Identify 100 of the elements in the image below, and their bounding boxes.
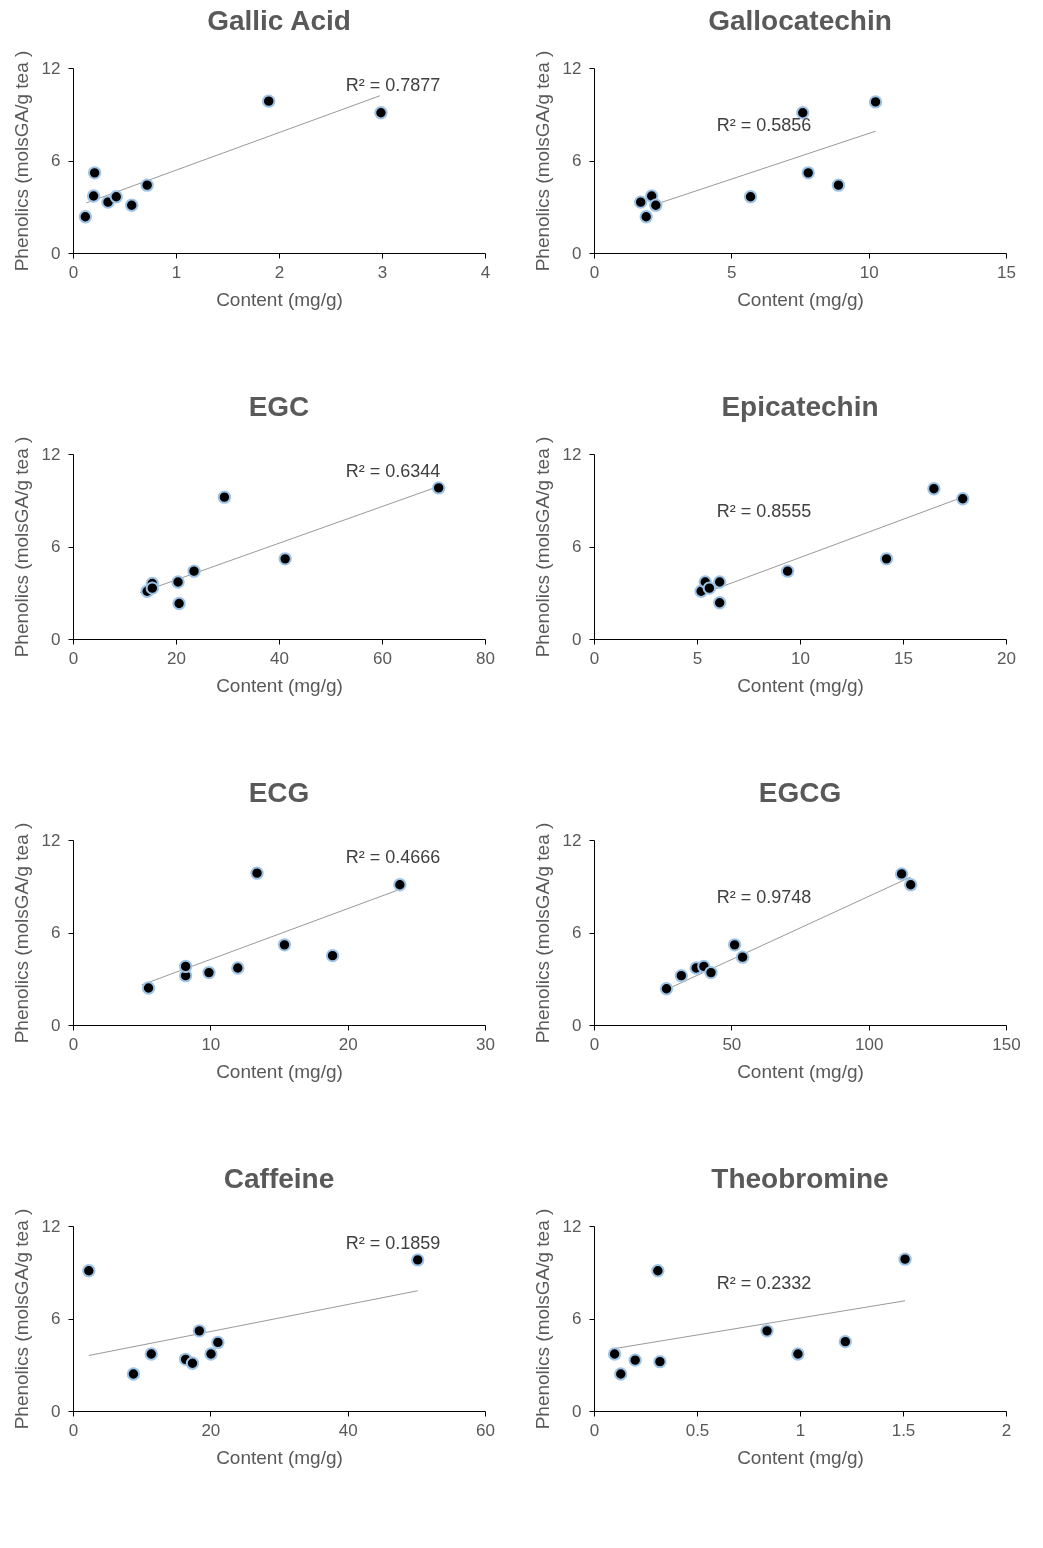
point xyxy=(86,189,101,203)
x-axis-title: Content (mg/g) xyxy=(216,1446,343,1468)
y-axis-title: Phenolics (molsGA/g tea ) xyxy=(10,822,32,1044)
chart-title: Gallocatechin xyxy=(708,5,892,37)
y-tick-label: 0 xyxy=(572,243,582,263)
y-tick-label: 6 xyxy=(51,151,61,170)
x-tick-label: 0 xyxy=(589,262,600,282)
point xyxy=(78,210,93,224)
y-tick-label: 0 xyxy=(572,1015,582,1035)
x-axis-title: Content (mg/g) xyxy=(737,1446,864,1468)
point xyxy=(702,581,717,595)
point xyxy=(278,552,292,566)
point xyxy=(231,961,245,975)
x-axis-title: Content (mg/g) xyxy=(737,1060,864,1082)
point xyxy=(659,982,674,996)
y-tick-label: 12 xyxy=(562,830,582,850)
y-tick-label: 12 xyxy=(562,58,582,78)
point xyxy=(898,1252,912,1266)
point xyxy=(614,1367,628,1381)
point xyxy=(653,1354,667,1369)
x-tick-label: 5 xyxy=(692,648,703,668)
x-tick-label: 0 xyxy=(589,1420,600,1440)
point xyxy=(185,1356,200,1370)
x-axis-title: Content (mg/g) xyxy=(216,674,343,696)
x-tick-label: 5 xyxy=(727,262,737,282)
point xyxy=(704,965,718,980)
point xyxy=(727,938,742,952)
y-tick-label: 6 xyxy=(51,1309,61,1328)
point xyxy=(250,866,264,880)
chart-title: EGCG xyxy=(758,777,842,809)
x-tick-label: 2 xyxy=(274,262,285,282)
y-tick-label: 12 xyxy=(41,830,61,850)
point xyxy=(628,1353,642,1367)
y-tick-label: 6 xyxy=(51,537,61,556)
x-tick-label: 50 xyxy=(722,1034,742,1054)
point xyxy=(639,210,653,224)
x-tick-label: 40 xyxy=(338,1420,358,1440)
x-tick-label: 10 xyxy=(859,262,879,282)
y-tick-label: 12 xyxy=(562,444,582,464)
y-tick-label: 6 xyxy=(572,923,582,942)
point xyxy=(125,198,139,212)
x-tick-label: 10 xyxy=(791,648,810,668)
x-tick-label: 40 xyxy=(270,648,289,668)
x-tick-label: 80 xyxy=(476,648,495,668)
x-tick-label: 0 xyxy=(68,1034,79,1054)
point xyxy=(82,1264,96,1278)
x-tick-label: 1 xyxy=(795,1420,806,1440)
x-tick-label: 20 xyxy=(997,648,1016,668)
y-tick-label: 0 xyxy=(51,1401,61,1421)
y-tick-label: 6 xyxy=(572,151,582,170)
point xyxy=(411,1253,425,1267)
y-axis-title: Phenolics (molsGA/g tea ) xyxy=(10,1208,32,1430)
x-tick-label: 15 xyxy=(894,648,913,668)
annotation: R² = 0.6344 xyxy=(345,461,441,481)
x-tick-label: 0 xyxy=(68,1420,79,1440)
point xyxy=(262,94,276,108)
point xyxy=(791,1347,805,1361)
chart-title: ECG xyxy=(248,777,310,809)
y-axis-title: Phenolics (molsGA/g tea ) xyxy=(531,1208,553,1430)
x-axis-title: Content (mg/g) xyxy=(216,1060,343,1082)
point xyxy=(325,948,340,963)
point xyxy=(141,981,156,995)
x-tick-label: 20 xyxy=(167,648,186,668)
annotation: R² = 0.8555 xyxy=(716,501,812,521)
x-tick-label: 4 xyxy=(480,262,491,282)
y-tick-label: 0 xyxy=(51,243,61,263)
point xyxy=(109,190,123,204)
point xyxy=(178,959,193,974)
y-axis-title: Phenolics (molsGA/g tea ) xyxy=(10,50,32,272)
y-tick-label: 0 xyxy=(572,629,582,649)
point xyxy=(651,1264,665,1278)
point xyxy=(735,950,750,964)
point xyxy=(712,596,727,610)
x-tick-label: 10 xyxy=(201,1034,221,1054)
point xyxy=(831,178,846,192)
point xyxy=(927,482,941,496)
x-axis-title: Content (mg/g) xyxy=(737,288,864,310)
chart-title: EGC xyxy=(248,391,310,423)
x-tick-label: 2 xyxy=(1001,1420,1012,1440)
x-axis-title: Content (mg/g) xyxy=(216,288,343,310)
point xyxy=(204,1347,218,1361)
point xyxy=(217,490,232,504)
y-tick-label: 6 xyxy=(572,1309,582,1328)
point xyxy=(140,178,154,192)
point xyxy=(674,968,689,983)
point xyxy=(374,106,388,120)
point xyxy=(894,867,909,881)
point xyxy=(172,596,186,611)
x-tick-label: 60 xyxy=(373,648,392,668)
point xyxy=(144,1347,158,1361)
point xyxy=(649,198,663,212)
point xyxy=(760,1324,774,1338)
y-tick-label: 0 xyxy=(572,1401,582,1421)
y-tick-label: 0 xyxy=(51,629,61,649)
point xyxy=(633,195,648,209)
x-tick-label: 0 xyxy=(589,648,600,668)
x-tick-label: 3 xyxy=(377,262,388,282)
point xyxy=(743,190,758,204)
x-tick-label: 100 xyxy=(854,1034,884,1054)
annotation: R² = 0.2332 xyxy=(716,1273,812,1293)
